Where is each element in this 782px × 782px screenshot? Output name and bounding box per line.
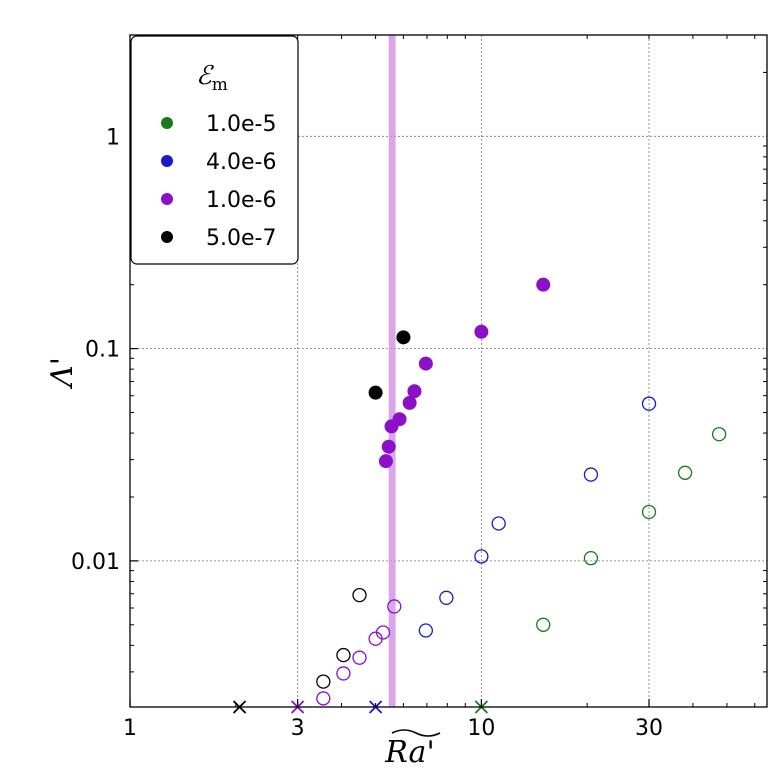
x-tick-label: 1 [123,716,137,741]
critical-band [388,35,396,707]
open-marker-4.0e-6 [474,549,489,564]
x-tick-label: 10 [467,716,495,741]
open-marker-5.0e-7 [352,587,367,603]
filled-marker-1.0e-6 [474,324,489,339]
filled-marker-1.0e-6 [381,439,396,454]
y-axis-label: Λ' [45,357,80,390]
legend-marker [161,117,173,129]
legend-marker [161,231,173,243]
filled-marker-1.0e-6 [536,277,551,292]
open-marker-1.0e-6 [316,691,331,706]
plot-frame [129,34,768,708]
y-axis-label-text: Λ' [45,357,80,390]
legend-entries: 1.0e-5 4.0e-6 1.0e-6 5.0e-7 [161,112,276,251]
axis-ticks: 1 3 10 30 0.01 0.1 1 [71,34,767,741]
open-marker-4.0e-6 [418,623,433,638]
x-axis-label-text: Ra' [384,735,434,770]
legend-marker [161,193,173,205]
legend-box [130,35,299,265]
legend-label: 4.0e-6 [206,150,276,175]
y-tick-label: 1 [106,125,120,150]
x-axis-label-tilde [391,729,441,737]
x-tick-label: 3 [291,716,305,741]
open-marker-5.0e-7 [336,647,351,663]
open-marker-1.0e-6 [336,666,351,681]
legend: ℰm 1.0e-5 4.0e-6 1.0e-6 5.0e-7 [130,35,299,265]
filled-marker-1.0e-6 [402,395,417,410]
open-marker-1.0e-5 [583,551,599,566]
open-marker-4.0e-6 [583,467,599,482]
open-marker-4.0e-6 [439,590,454,605]
filled-marker-5.0e-7 [368,385,383,400]
y-tick-label: 0.1 [85,338,120,363]
open-marker-1.0e-5 [677,465,693,480]
open-marker-5.0e-7 [316,674,331,689]
y-tick-label: 0.01 [71,550,120,575]
open-marker-4.0e-6 [641,396,657,411]
x-tick-label: 30 [635,716,663,741]
filled-marker-1.0e-6 [392,412,407,427]
legend-label: 1.0e-6 [206,188,276,213]
filled-marker-1.0e-6 [418,356,433,371]
open-marker-1.0e-5 [536,617,551,632]
legend-marker [161,155,173,167]
open-marker-1.0e-6 [387,599,402,614]
filled-marker-1.0e-6 [378,454,393,469]
open-marker-1.0e-6 [375,625,391,640]
critical-band-layer [388,35,396,707]
open-marker-1.0e-5 [711,427,727,442]
legend-label: 1.0e-5 [206,112,276,137]
filled-marker-5.0e-7 [396,330,411,345]
legend-label: 5.0e-7 [206,226,276,251]
legend-title: ℰm [196,61,228,95]
open-marker-1.0e-5 [641,504,657,520]
x-axis-label: Ra' [384,729,441,770]
open-marker-4.0e-6 [491,516,506,531]
filled-marker-1.0e-6 [407,384,422,399]
open-marker-1.0e-6 [352,650,367,665]
